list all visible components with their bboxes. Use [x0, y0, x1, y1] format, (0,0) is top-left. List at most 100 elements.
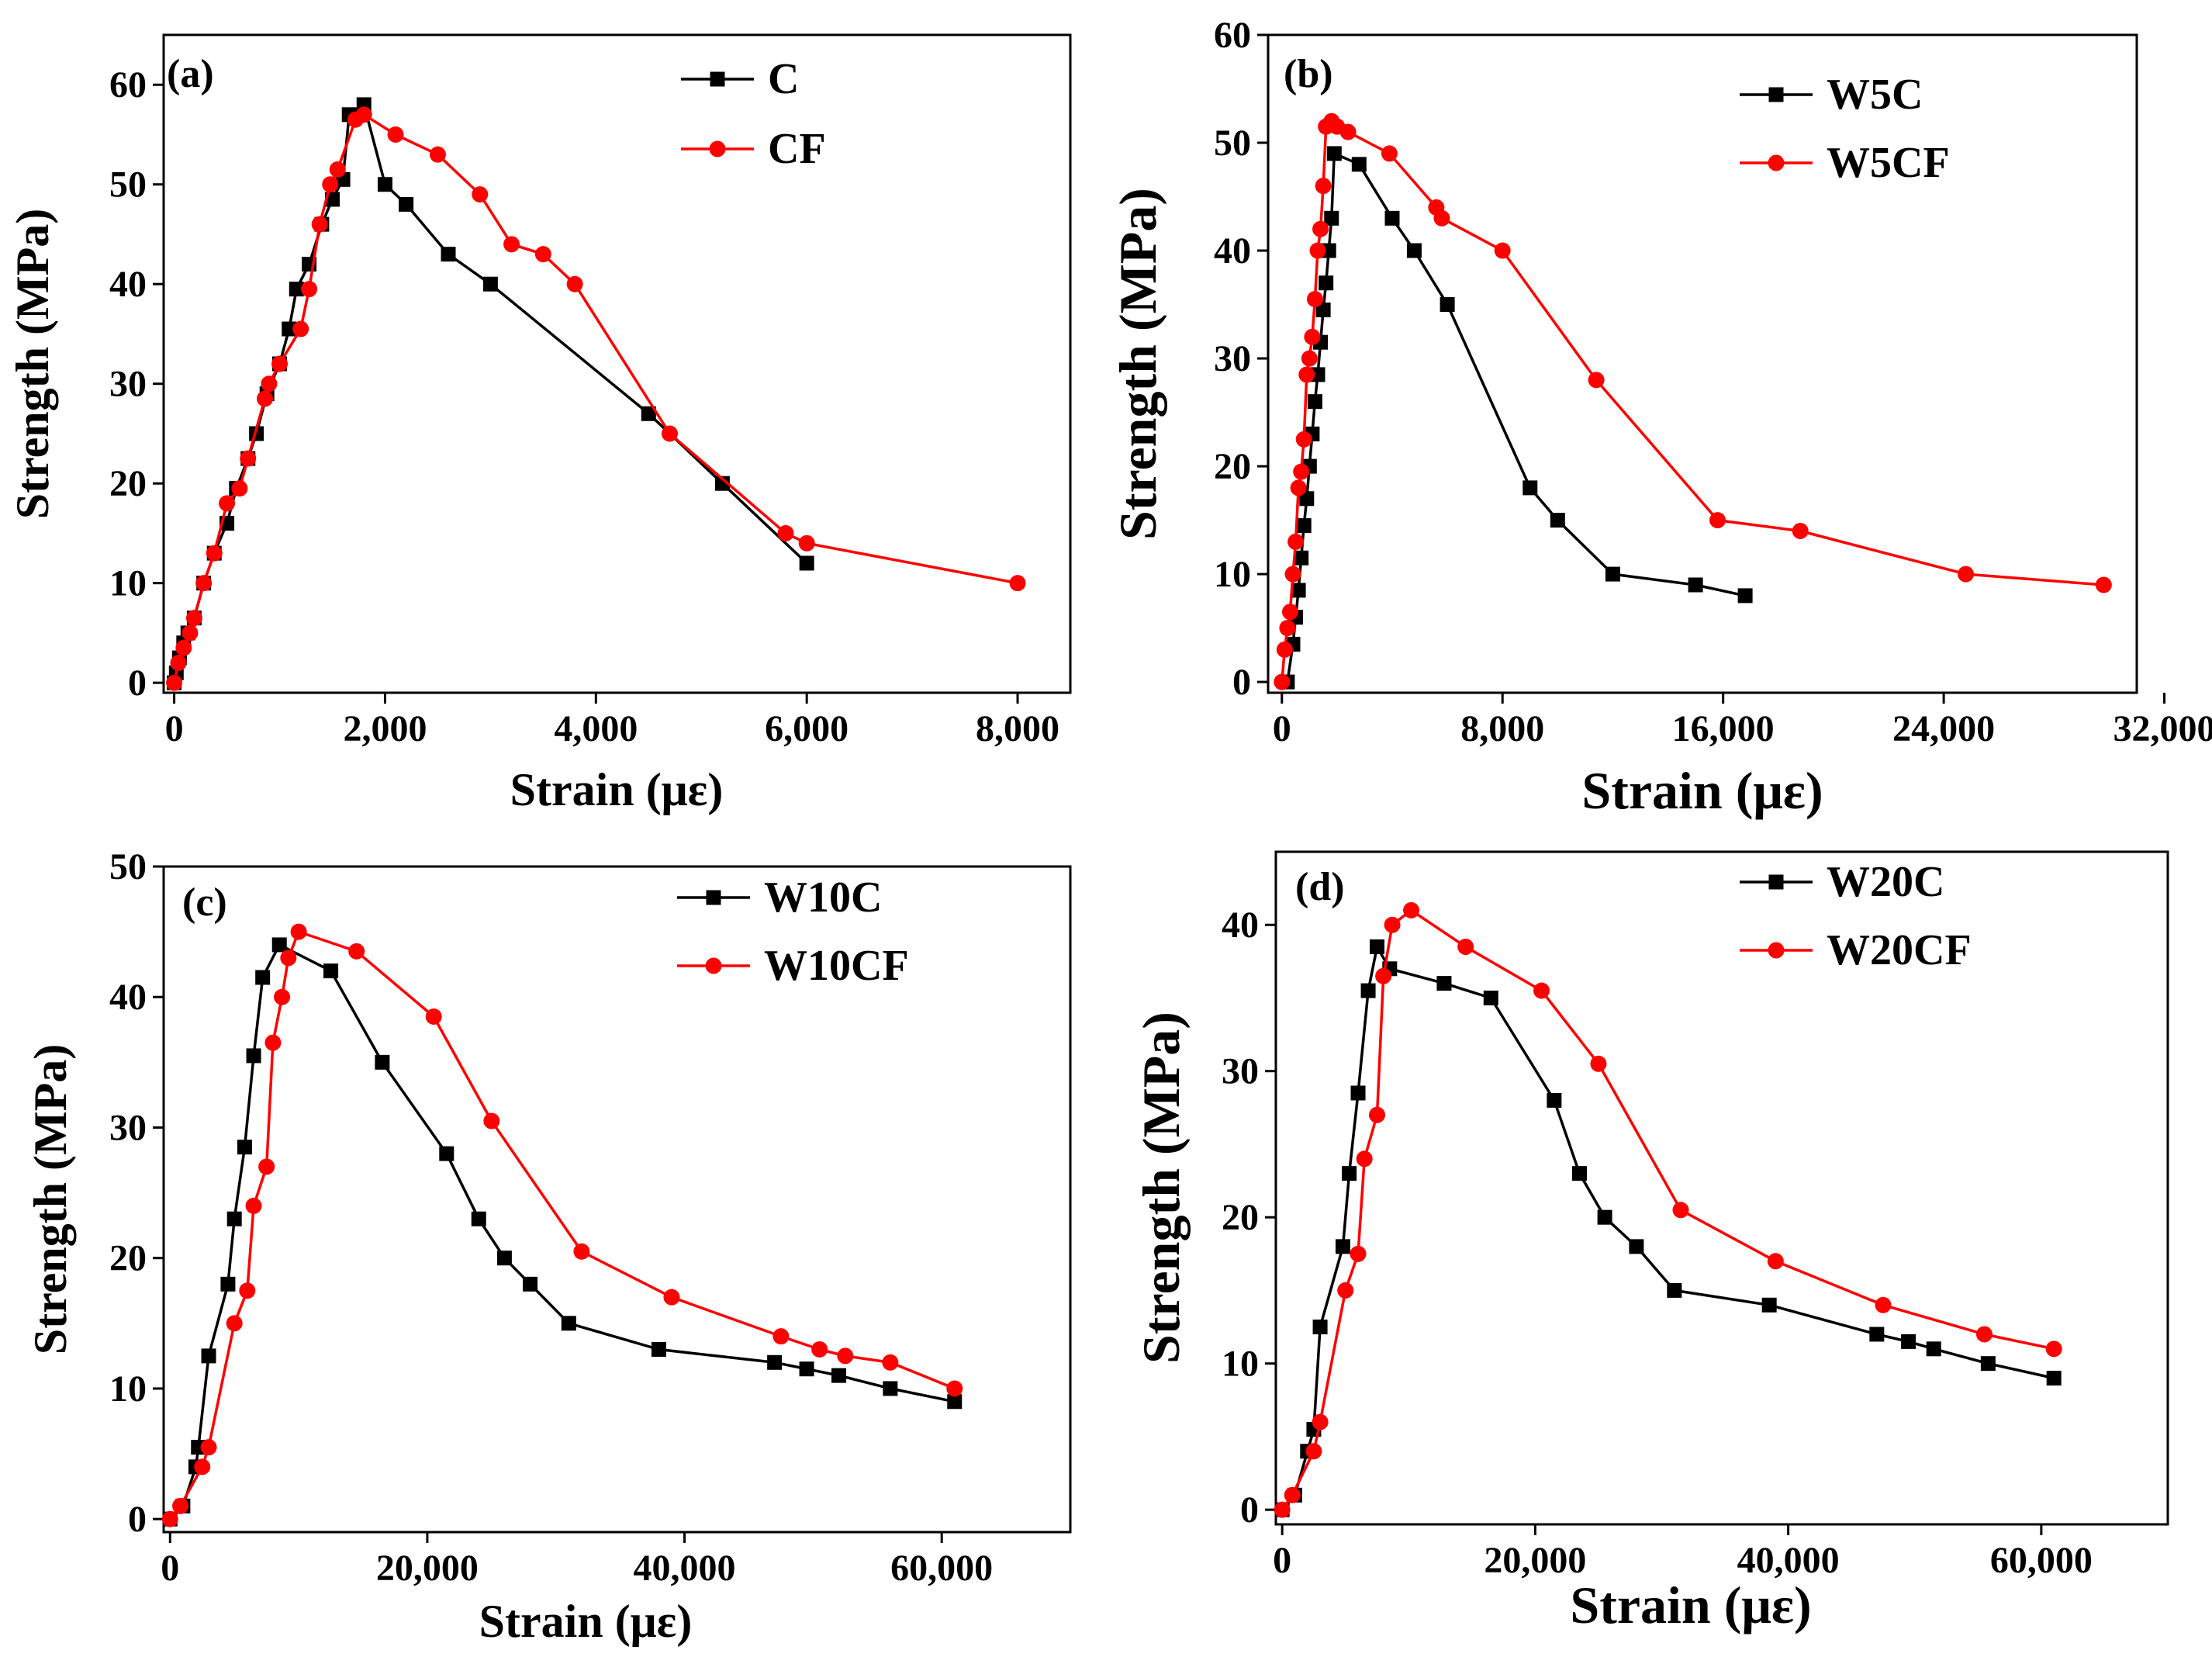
- panel-a-series-c-point: [377, 177, 392, 192]
- panel-a-series-cf-point: [329, 161, 346, 178]
- panel-c-xtick-label: 20,000: [376, 1548, 479, 1589]
- panel-b-series-w5c-point: [1319, 275, 1334, 291]
- panel-d-series-w20cf-point: [1337, 1282, 1354, 1299]
- panel-b-series-w5c-point: [1291, 583, 1306, 598]
- panel-d-legend-w20cf-label: W20CF: [1827, 926, 1972, 974]
- panel-b-series-w5cf-point: [1293, 463, 1310, 480]
- panel-b: 0 8,000 16,000 24,000 32,000 0 10 20 30 40 50 60 (b…: [1108, 15, 2212, 820]
- panel-b-legend-w5c-marker: [1768, 87, 1784, 102]
- panel-a-series-cf-point: [231, 480, 248, 497]
- panel-b-ytick-label: 0: [1232, 662, 1251, 703]
- panel-a-plot-frame: [162, 33, 1072, 694]
- panel-a-ytick-label: 20: [109, 463, 147, 504]
- panel-c-series-w10cf-point: [663, 1289, 680, 1306]
- panel-d-ytick-label: 10: [1222, 1344, 1259, 1385]
- panel-a-series-c-point: [641, 406, 656, 421]
- panel-a-series-cf-point: [472, 186, 489, 203]
- panel-c-series-w10c-point: [439, 1146, 454, 1161]
- panel-d-xtick-label: 40,000: [1737, 1540, 1840, 1581]
- panel-a-series-cf-point: [534, 246, 551, 263]
- panel-d-series-w20cf-point: [1284, 1486, 1301, 1503]
- panel-a-series-cf-point: [566, 275, 583, 292]
- panel-c-series-w10cf-point: [573, 1243, 590, 1260]
- panel-d-xlabel: Strain (με): [1570, 1576, 1811, 1635]
- panel-b-xlabel: Strain (με): [1581, 761, 1823, 820]
- panel-b-series-w5c-point: [1296, 518, 1312, 534]
- panel-c-series-w10c-point: [237, 1140, 252, 1155]
- panel-b-series-w5cf-point: [1381, 145, 1398, 162]
- panel-c-series-w10cf-point: [239, 1282, 256, 1299]
- panel-a-series-cf-point: [185, 610, 202, 627]
- panel-a-series-cf-point: [387, 126, 404, 143]
- panel-c: 0 20,000 40,000 60,000 0 10 20 30 40 50 (c) Strai…: [25, 846, 1072, 1647]
- panel-c-series-w10cf-point: [348, 943, 365, 960]
- panel-b-series-w5cf-point: [1309, 242, 1326, 259]
- panel-d-series-w20c-line: [1281, 945, 2055, 1511]
- panel-c-ytick-label: 30: [109, 1107, 147, 1148]
- panel-c-series-w10cf-point: [194, 1458, 211, 1475]
- panel-d-series-w20cf-point: [1590, 1055, 1607, 1072]
- panel-b-series-w5c-point: [1324, 210, 1339, 226]
- panel-c-series-w10cf-point: [264, 1034, 282, 1051]
- panel-a-xtick-label: 4,000: [554, 708, 638, 749]
- panel-b-series-w5cf-point: [1792, 522, 1809, 539]
- panel-a-series-c-point: [714, 476, 730, 491]
- panel-c-series-w10cf-point: [161, 1510, 178, 1527]
- panel-b-series-w5cf-point: [1958, 566, 1975, 583]
- panel-b-ytick-label: 30: [1214, 338, 1251, 379]
- panel-a-series-cf-point: [322, 176, 339, 193]
- panel-b-ytick-label: 20: [1214, 446, 1251, 487]
- panel-c-series-w10cf-point: [483, 1112, 500, 1129]
- panel-a-series-cf-point: [661, 425, 678, 442]
- panel-d-series-w20c-point: [1342, 1166, 1357, 1181]
- panel-d-series-w20c-point: [1667, 1282, 1682, 1298]
- panel-d-label: (d): [1295, 865, 1345, 909]
- panel-b-legend-w5cf-marker: [1768, 154, 1785, 171]
- panel-b-series-w5c-line: [1286, 152, 1746, 683]
- panel-c-legend-w10c-marker: [706, 890, 721, 905]
- panel-d-series-w20c-point: [1483, 990, 1498, 1005]
- panel-b-series-w5c-point: [1321, 243, 1336, 258]
- panel-d: 0 20,000 40,000 60,000 0 10 20 30 40 (d) Strain …: [1132, 850, 2169, 1635]
- panel-c-legend-w10c-label: W10C: [764, 873, 882, 922]
- panel-b-xtick-label: 8,000: [1460, 708, 1544, 749]
- panel-b-xtick-label: 24,000: [1892, 708, 1995, 749]
- panel-b-ytick-label: 50: [1214, 123, 1251, 164]
- panel-c-ytick-label: 20: [109, 1238, 147, 1279]
- panel-b-series-w5cf-point: [1279, 620, 1296, 637]
- panel-c-series-w10c-point: [375, 1054, 390, 1070]
- panel-a-xtick-label: 6,000: [765, 708, 849, 749]
- panel-a-xlabel: Strain (με): [510, 764, 724, 815]
- panel-c-series-w10cf-point: [274, 988, 291, 1005]
- panel-c-series-w10cf-point: [811, 1340, 828, 1358]
- panel-c-series-w10cf-point: [290, 923, 307, 940]
- panel-d-series-w20cf-point: [1672, 1202, 1689, 1219]
- panel-d-legend-w20cf-marker: [1768, 942, 1785, 959]
- panel-b-series-w5cf-point: [1433, 209, 1450, 227]
- panel-b-series-w5c-point: [1550, 513, 1565, 528]
- panel-d-ytick-label: 30: [1222, 1051, 1259, 1092]
- panel-b-series-w5cf-point: [1306, 291, 1323, 308]
- panel-c-label: (c): [182, 880, 227, 925]
- panel-b-series-w5cf-point: [1304, 328, 1321, 345]
- panel-b-series-w5cf-line: [1281, 119, 2104, 683]
- panel-c-series-w10c-point: [220, 1276, 236, 1292]
- panel-b-series-w5cf-point: [1588, 372, 1605, 389]
- panel-c-series-w10c-point: [201, 1348, 216, 1364]
- panel-d-series-w20c-point: [1571, 1166, 1587, 1181]
- panel-d-series-w20c-point: [1761, 1297, 1777, 1313]
- panel-b-series-w5cf-point: [1287, 533, 1305, 550]
- panel-a-series-cf-point: [256, 390, 273, 407]
- panel-b-series-w5c-point: [1406, 243, 1422, 258]
- panel-a-legend-cf-label: CF: [768, 125, 826, 173]
- panel-b-xtick-label: 16,000: [1672, 708, 1775, 749]
- panel-d-legend: W20C W20CF: [1740, 858, 1972, 974]
- panel-d-series-w20cf-point: [1356, 1150, 1373, 1168]
- panel-a-series-cf-point: [271, 355, 289, 372]
- panel-a-series-cf-point: [166, 674, 183, 691]
- panel-b-ticks: 0 8,000 16,000 24,000 32,000 0 10 20 30 40 50 60: [1214, 15, 2212, 749]
- panel-d-series-w20c-point: [1980, 1356, 1996, 1372]
- panel-a-series-cf-point: [429, 146, 446, 163]
- panel-c-series-w10c-point: [255, 970, 271, 985]
- panel-b-series-w5cf-point: [1284, 566, 1301, 583]
